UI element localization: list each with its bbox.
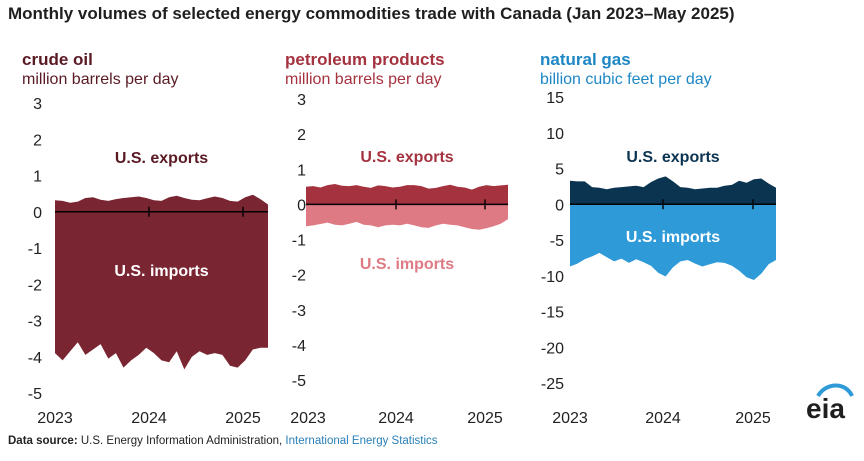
- petroleum-products-ytick-label: 3: [297, 92, 306, 109]
- crude-oil-xtick-label: 2025: [225, 410, 261, 427]
- crude-oil-ytick-label: 2: [33, 132, 42, 149]
- crude-oil-xtick-label: 2023: [37, 410, 73, 427]
- natural-gas-xtick-label: 2025: [735, 410, 771, 427]
- data-source-text: U.S. Energy Information Administration,: [80, 435, 283, 447]
- petroleum-products-exports-area: [306, 184, 508, 205]
- crude-oil-exports-area: [55, 194, 268, 212]
- petroleum-products-imports-area: [306, 204, 508, 230]
- crude-oil-ytick-label: 1: [33, 169, 42, 186]
- eia-logo: eia: [806, 383, 854, 424]
- natural-gas-ytick-label: 15: [546, 90, 564, 107]
- panel-title-natural-gas: natural gas: [540, 50, 631, 69]
- natural-gas-ytick-label: -25: [541, 376, 564, 393]
- crude-oil-ytick-label: -2: [28, 277, 42, 294]
- natural-gas-ytick-label: 10: [546, 126, 564, 143]
- petroleum-products-ytick-label: 2: [297, 127, 306, 144]
- petroleum-products-ytick-label: -5: [292, 373, 306, 390]
- petroleum-products-ytick-label: -1: [292, 233, 306, 250]
- natural-gas-ytick-label: -15: [541, 305, 564, 322]
- natural-gas-ytick-label: -20: [541, 340, 564, 357]
- data-source-label: Data source:: [8, 435, 78, 447]
- crude-oil-ytick-label: -3: [28, 314, 42, 331]
- petroleum-products-imports-label: U.S. imports: [360, 256, 454, 273]
- natural-gas-ytick-label: 5: [555, 162, 564, 179]
- data-source-link[interactable]: International Energy Statistics: [285, 435, 438, 447]
- petroleum-products-ytick-label: -4: [292, 338, 306, 355]
- natural-gas-imports-area: [570, 204, 776, 280]
- panel-unit-natural-gas: billion cubic feet per day: [540, 71, 712, 88]
- natural-gas-ytick-label: 0: [555, 197, 564, 214]
- petroleum-products-ytick-label: 1: [297, 162, 306, 179]
- crude-oil-xtick-label: 2024: [131, 410, 167, 427]
- crude-oil-imports-area: [55, 211, 268, 370]
- crude-oil-ytick-label: -1: [28, 241, 42, 258]
- natural-gas-xtick-label: 2023: [552, 410, 588, 427]
- panel-unit-crude-oil: million barrels per day: [22, 71, 179, 88]
- chart-title: Monthly volumes of selected energy commo…: [8, 4, 735, 23]
- panel-title-crude-oil: crude oil: [22, 50, 93, 69]
- petroleum-products-exports-label: U.S. exports: [360, 149, 453, 166]
- petroleum-products-xtick-label: 2025: [467, 410, 503, 427]
- panel-unit-petroleum-products: million barrels per day: [285, 71, 442, 88]
- natural-gas-xtick-label: 2024: [645, 410, 681, 427]
- petroleum-products-ytick-label: -3: [292, 303, 306, 320]
- crude-oil-ytick-label: 0: [33, 205, 42, 222]
- crude-oil-ytick-label: 3: [33, 96, 42, 113]
- natural-gas-imports-label: U.S. imports: [626, 229, 720, 246]
- crude-oil-ytick-label: -4: [28, 350, 42, 367]
- petroleum-products-xtick-label: 2023: [290, 410, 326, 427]
- petroleum-products-xtick-label: 2024: [378, 410, 414, 427]
- natural-gas-exports-area: [570, 176, 776, 205]
- eia-logo-text: eia: [806, 393, 845, 424]
- petroleum-products-ytick-label: -2: [292, 268, 306, 285]
- petroleum-products-ytick-label: 0: [297, 197, 306, 214]
- eia-logo-arc-icon: [816, 383, 854, 398]
- natural-gas-exports-label: U.S. exports: [626, 149, 719, 166]
- crude-oil-exports-label: U.S. exports: [115, 150, 208, 167]
- data-source-footer: Data source: U.S. Energy Information Adm…: [8, 435, 438, 447]
- crude-oil-imports-label: U.S. imports: [114, 263, 208, 280]
- natural-gas-ytick-label: -5: [550, 233, 564, 250]
- natural-gas-ytick-label: -10: [541, 269, 564, 286]
- crude-oil-ytick-label: -5: [28, 386, 42, 403]
- panel-title-petroleum-products: petroleum products: [285, 50, 445, 69]
